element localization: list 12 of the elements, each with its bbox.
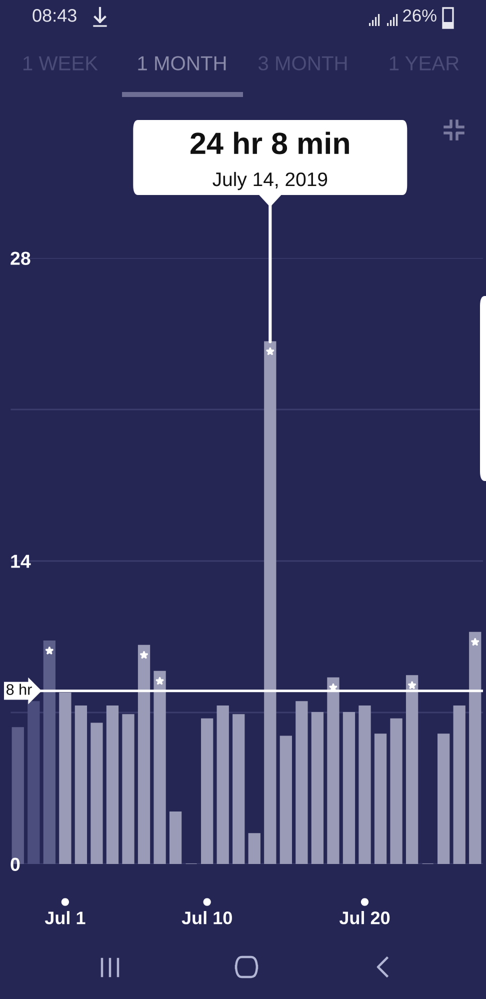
text: 26% xyxy=(403,9,436,22)
ref-line-label: 8 hr xyxy=(6,684,32,695)
y-tick-label: 14 xyxy=(11,554,31,568)
annotation: July 14, 2019 xyxy=(212,172,328,190)
text: 24 hr 8 min xyxy=(190,132,349,154)
y-tick-label: 0 xyxy=(10,858,20,871)
x-tick-label: Jul 10 xyxy=(182,911,232,924)
text: 1 MONTH xyxy=(138,56,226,70)
y-tick-label: 28 xyxy=(10,252,30,265)
text: 08:43 xyxy=(32,9,76,22)
x-tick-label: Jul 20 xyxy=(339,911,390,924)
x-tick-label: Jul 1 xyxy=(44,911,86,924)
